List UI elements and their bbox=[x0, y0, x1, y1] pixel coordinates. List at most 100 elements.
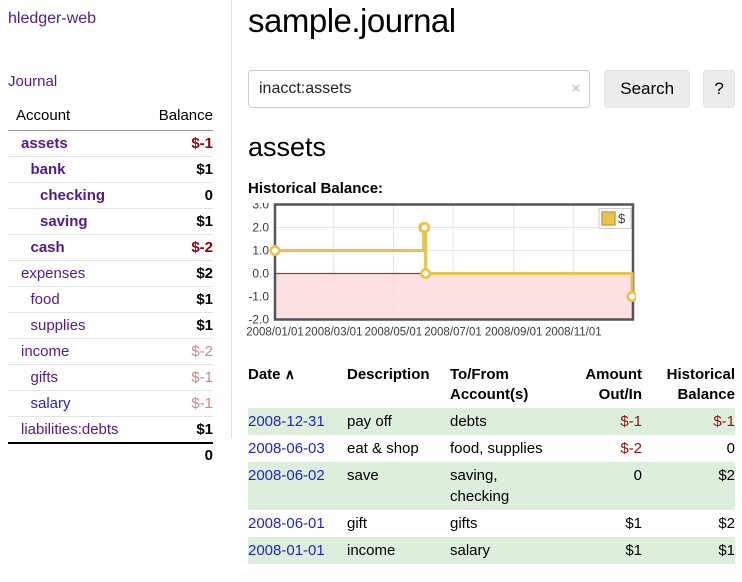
account-link[interactable]: cash bbox=[30, 239, 65, 256]
register-balance: $2 bbox=[718, 514, 735, 532]
y-axis-tick-label: 2.0 bbox=[252, 221, 269, 235]
account-link[interactable]: expenses bbox=[21, 265, 86, 282]
account-link[interactable]: bank bbox=[30, 161, 66, 178]
register-row[interactable]: 2008-06-02 save saving, checking 0 $2 bbox=[248, 461, 735, 510]
accounts-total-row: 0 bbox=[8, 442, 213, 468]
account-balance: $1 bbox=[139, 416, 213, 443]
account-balance: 0 bbox=[139, 182, 213, 209]
app-brand-link[interactable]: hledger-web bbox=[8, 10, 97, 27]
accounts-total-value: 0 bbox=[139, 442, 213, 468]
account-balance: $1 bbox=[139, 312, 213, 339]
register-balance: $2 bbox=[642, 461, 735, 510]
x-axis-tick-label: 2008/03/01 bbox=[305, 327, 363, 339]
register-accounts: salary bbox=[450, 536, 557, 564]
register-amount: $-2 bbox=[620, 439, 642, 457]
x-axis-tick-label: 2008/05/01 bbox=[365, 327, 423, 339]
sidebar-item-journal[interactable]: Journal bbox=[8, 73, 58, 90]
account-heading: assets bbox=[248, 132, 327, 162]
register-description: pay off bbox=[347, 407, 450, 435]
account-row: expenses $2 bbox=[8, 260, 213, 287]
register-date-link[interactable]: 2008-06-01 bbox=[248, 514, 325, 532]
account-link[interactable]: gifts bbox=[30, 369, 59, 386]
y-axis-tick-label: 1.0 bbox=[252, 244, 269, 258]
account-link[interactable]: supplies bbox=[30, 317, 86, 334]
account-link[interactable]: income bbox=[21, 343, 70, 360]
legend-label: $ bbox=[618, 211, 626, 226]
x-axis-tick-label: 2008/09/01 bbox=[485, 327, 543, 339]
account-row: assets $-1 bbox=[8, 131, 213, 157]
accounts-header-account: Account bbox=[8, 105, 140, 131]
register-amount: $-1 bbox=[557, 407, 642, 435]
account-balance: $2 bbox=[139, 260, 213, 287]
clear-search-icon[interactable]: × bbox=[571, 80, 581, 97]
help-button[interactable]: ? bbox=[703, 70, 735, 108]
register-balance: $1 bbox=[642, 536, 735, 564]
y-axis-tick-label: 3.0 bbox=[252, 203, 269, 212]
account-link[interactable]: assets bbox=[21, 135, 68, 152]
account-link[interactable]: liabilities:debts bbox=[21, 421, 119, 438]
account-link[interactable]: saving bbox=[40, 213, 88, 230]
historical-balance-chart[interactable]: 3.0 2.0 1.0 0.0 -1.0 -2.0 2008/01/01 2008/03/01… bbox=[244, 198, 638, 345]
legend-swatch bbox=[601, 211, 616, 226]
chart-label: Historical Balance: bbox=[248, 180, 384, 197]
main-content: sample.journal × Search ? assets Histori… bbox=[246, 0, 735, 564]
x-axis-tick-label: 2008/01/01 bbox=[246, 327, 304, 339]
search-form: × Search ? bbox=[248, 70, 735, 108]
search-button[interactable]: Search bbox=[604, 70, 691, 108]
register-table: Date ∧ Description To/From Account(s) Am… bbox=[248, 363, 735, 564]
register-accounts: food, supplies bbox=[450, 439, 543, 457]
account-balance: $-2 bbox=[139, 234, 213, 261]
register-accounts: saving, checking bbox=[450, 461, 557, 510]
register-accounts: debts bbox=[450, 407, 557, 435]
account-row: income $-2 bbox=[8, 338, 213, 365]
register-description: eat & shop bbox=[347, 439, 419, 457]
register-date-link[interactable]: 2008-06-02 bbox=[248, 466, 325, 484]
register-description: income bbox=[347, 536, 450, 564]
account-link[interactable]: food bbox=[30, 291, 60, 308]
register-header-accounts: To/From Account(s) bbox=[450, 366, 529, 404]
register-accounts: gifts bbox=[450, 514, 478, 532]
register-date-link[interactable]: 2008-01-01 bbox=[248, 541, 325, 559]
y-axis-tick-label: -2.0 bbox=[248, 313, 269, 327]
register-balance: 0 bbox=[726, 439, 735, 457]
account-balance: $-1 bbox=[139, 390, 213, 417]
register-header-date[interactable]: Date ∧ bbox=[248, 366, 295, 383]
sort-asc-icon: ∧ bbox=[284, 366, 295, 382]
sidebar: hledger-web Journal Account Balance asse… bbox=[0, 0, 232, 468]
register-header-description: Description bbox=[347, 366, 430, 383]
y-axis-tick-label: 0.0 bbox=[252, 267, 269, 281]
search-input[interactable] bbox=[248, 70, 591, 108]
account-row: cash $-2 bbox=[8, 234, 213, 261]
account-row: salary $-1 bbox=[8, 390, 213, 417]
accounts-table: Account Balance assets $-1 bank $1 checking 0… bbox=[8, 105, 213, 468]
y-axis-tick-label: -1.0 bbox=[248, 290, 269, 304]
register-date-link[interactable]: 2008-12-31 bbox=[248, 412, 325, 430]
register-amount: $1 bbox=[557, 536, 642, 564]
register-row[interactable]: 2008-12-31 pay off debts $-1 $-1 bbox=[248, 407, 735, 435]
register-description: gift bbox=[347, 514, 368, 532]
account-balance: $-1 bbox=[191, 135, 213, 152]
account-row: gifts $-1 bbox=[8, 364, 213, 391]
account-row: checking 0 bbox=[8, 182, 213, 209]
accounts-header-balance: Balance bbox=[139, 105, 213, 131]
account-link[interactable]: salary bbox=[30, 395, 71, 412]
register-amount: $1 bbox=[625, 514, 642, 532]
register-header-balance: Historical Balance bbox=[666, 366, 735, 404]
account-balance: $-2 bbox=[139, 338, 213, 365]
account-balance: $-1 bbox=[139, 364, 213, 391]
account-row: bank $1 bbox=[8, 156, 213, 183]
account-row: supplies $1 bbox=[8, 312, 213, 339]
register-amount: 0 bbox=[557, 461, 642, 510]
register-row[interactable]: 2008-06-03 eat & shop food, supplies $-2 0 bbox=[248, 435, 735, 462]
account-link[interactable]: checking bbox=[40, 187, 106, 204]
x-axis-tick-label: 2008/07/01 bbox=[424, 327, 482, 339]
register-date-link[interactable]: 2008-06-03 bbox=[248, 439, 325, 457]
register-row[interactable]: 2008-01-01 income salary $1 $1 bbox=[248, 536, 735, 564]
register-row[interactable]: 2008-06-01 gift gifts $1 $2 bbox=[248, 510, 735, 537]
register-header-amount: Amount Out/In bbox=[585, 366, 642, 404]
account-row: saving $1 bbox=[8, 208, 213, 235]
register-balance: $-1 bbox=[642, 407, 735, 435]
page-title: sample.journal bbox=[248, 2, 456, 39]
account-row: liabilities:debts $1 bbox=[8, 416, 213, 443]
